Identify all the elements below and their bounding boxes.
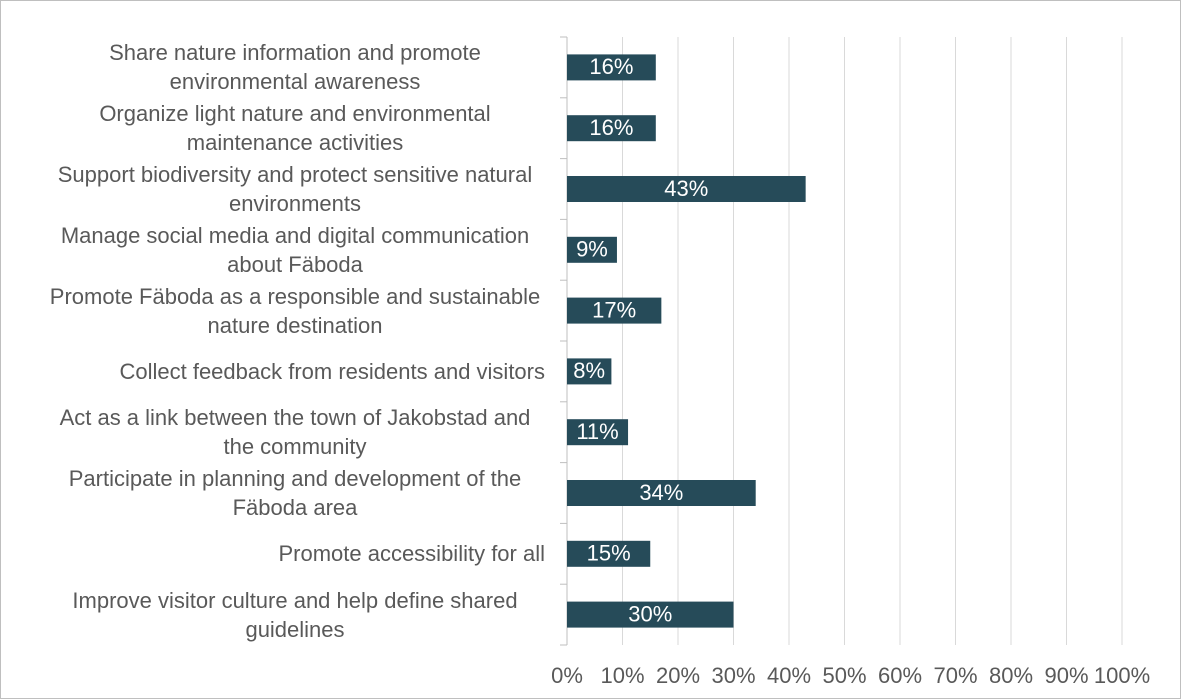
category-text: Share nature information and promote env… <box>109 40 481 95</box>
category-text: Organize light nature and environmental … <box>99 101 491 156</box>
category-label: Support biodiversity and protect sensiti… <box>0 159 545 220</box>
value-label: 34% <box>639 480 683 505</box>
category-text: Promote Fäboda as a responsible and sust… <box>49 283 541 338</box>
value-label: 9% <box>576 237 608 262</box>
value-label: 16% <box>589 54 633 79</box>
value-label: 17% <box>592 297 636 322</box>
category-label: Collect feedback from residents and visi… <box>0 341 545 402</box>
value-label: 43% <box>664 176 708 201</box>
x-tick-label: 90% <box>1044 663 1088 688</box>
category-text: Manage social media and digital communic… <box>60 222 530 277</box>
category-text: Improve visitor culture and help define … <box>72 587 518 642</box>
bar <box>567 176 806 202</box>
bar <box>567 540 651 567</box>
bar <box>567 115 656 142</box>
x-tick-label: 40% <box>767 663 811 688</box>
x-tick-label: 20% <box>656 663 700 688</box>
x-tick-label: 10% <box>600 663 644 688</box>
bar <box>567 601 734 628</box>
value-label: 16% <box>589 115 633 140</box>
x-tick-label: 100% <box>1094 663 1150 688</box>
bar <box>567 236 617 263</box>
category-label: Organize light nature and environmental … <box>0 98 545 159</box>
value-label: 15% <box>587 541 631 566</box>
value-label: 8% <box>573 358 605 383</box>
category-label: Participate in planning and development … <box>0 463 545 524</box>
x-tick-label: 80% <box>989 663 1033 688</box>
x-tick-label: 50% <box>822 663 866 688</box>
category-text: Collect feedback from residents and visi… <box>119 358 545 384</box>
category-label: Improve visitor culture and help define … <box>0 584 545 645</box>
category-text: Participate in planning and development … <box>68 465 522 520</box>
category-text: Promote accessibility for all <box>278 541 545 567</box>
category-label: Share nature information and promote env… <box>0 37 545 98</box>
category-label: Manage social media and digital communic… <box>0 219 545 280</box>
category-text: Act as a link between the town of Jakobs… <box>59 405 531 460</box>
value-label: 11% <box>576 419 618 444</box>
bar <box>567 419 629 446</box>
x-tick-label: 0% <box>551 663 583 688</box>
bar <box>567 358 612 385</box>
bar <box>567 54 656 81</box>
category-label: Act as a link between the town of Jakobs… <box>0 402 545 463</box>
value-label: 30% <box>628 601 672 626</box>
bar <box>567 297 662 324</box>
x-tick-label: 60% <box>878 663 922 688</box>
category-label: Promote Fäboda as a responsible and sust… <box>0 280 545 341</box>
bar <box>567 480 756 506</box>
x-tick-label: 30% <box>711 663 755 688</box>
x-tick-label: 70% <box>933 663 977 688</box>
category-text: Support biodiversity and protect sensiti… <box>57 161 533 216</box>
category-label: Promote accessibility for all <box>0 523 545 584</box>
